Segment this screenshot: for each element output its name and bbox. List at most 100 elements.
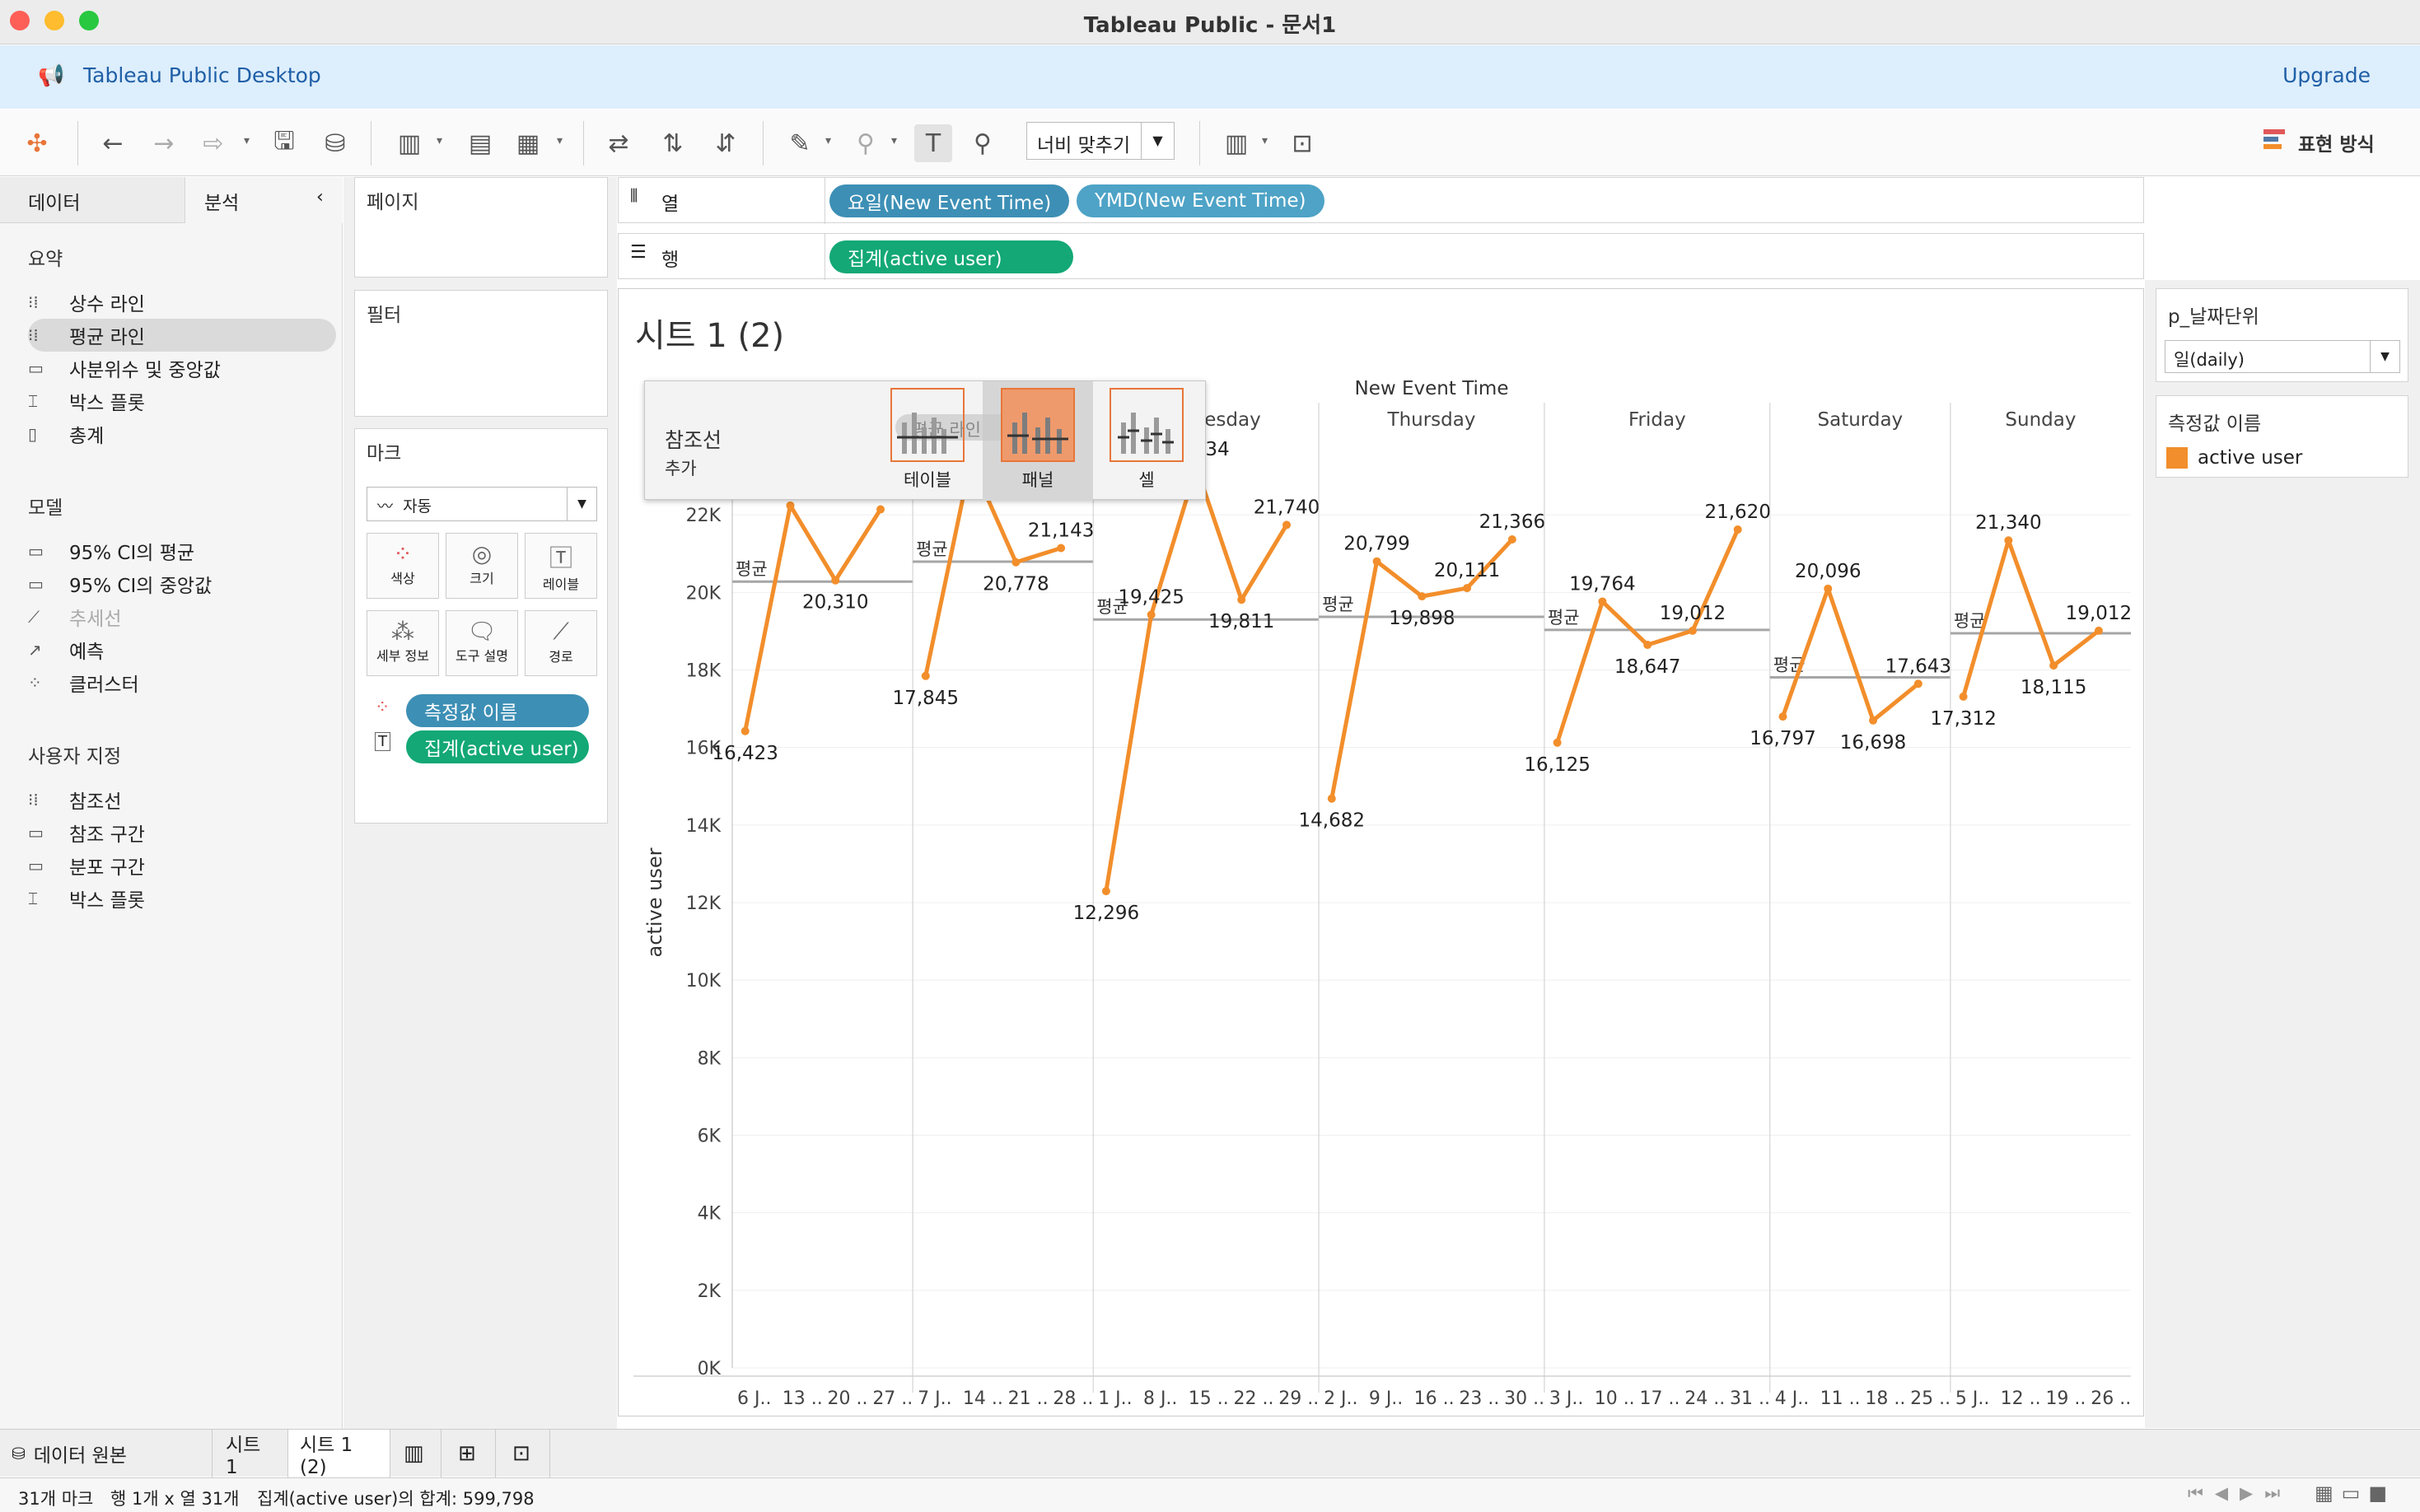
swap-rows-columns-icon[interactable]: ⇄ xyxy=(608,128,629,158)
series-line-wednesday xyxy=(1104,464,1289,892)
summary-item-average-line[interactable]: ⁝⁞ 평균 라인 xyxy=(28,319,336,352)
new-worksheet-icon[interactable]: ▥ xyxy=(392,1430,441,1477)
marks-card: 마크 〰 자동 ▼ ⁘ 색상 ◎ 크기 🅃 레이블 ⁂ 세부 정보 🗨 도구 설명 ⟋ 경로… xyxy=(354,428,608,824)
model-item-cluster[interactable]: ⁘ 클러스터 xyxy=(28,673,139,696)
table-scope-option[interactable] xyxy=(890,388,965,462)
mark-type-select[interactable]: 〰 자동 ▼ xyxy=(367,487,597,521)
average-label: 평균 xyxy=(1096,597,1128,617)
data-point xyxy=(1869,716,1878,725)
detail-button[interactable]: ⁂ 세부 정보 xyxy=(367,610,439,676)
x-tick-label: 27 .. xyxy=(872,1388,913,1409)
x-tick-label: 10 .. xyxy=(1595,1388,1635,1409)
pane-scope-option[interactable] xyxy=(1001,388,1075,462)
summary-item-box-plot[interactable]: ⌶ 박스 플롯 xyxy=(28,391,145,414)
show-cards-icon[interactable]: ▥ xyxy=(1224,128,1249,158)
data-point xyxy=(1598,597,1607,606)
rows-label: 행 xyxy=(661,250,680,271)
analytics-pane: 데이터 분석 ‹ 요약 ⁝⁞ 상수 라인 ⁝⁞ 평균 라인 ▭ 사분위수 및 중앙값 … xyxy=(0,177,343,1429)
color-button[interactable]: ⁘ 색상 xyxy=(367,533,439,599)
save-icon[interactable]: 🖫 xyxy=(273,126,295,156)
data-point xyxy=(1057,544,1066,553)
columns-shelf[interactable]: ⫴ 열 요일(New Event Time) YMD(New Event Tim… xyxy=(618,177,2144,224)
custom-item-box-plot[interactable]: ⌶ 박스 플롯 xyxy=(28,889,145,912)
show-me-button[interactable]: 표현 방식 xyxy=(2298,134,2375,156)
series-line-friday xyxy=(1555,529,1740,744)
custom-item-reference-line[interactable]: ⁝⁞ 참조선 xyxy=(28,790,122,813)
weekday-pill[interactable]: 요일(New Event Time) xyxy=(829,184,1070,217)
show-labels-icon[interactable]: T xyxy=(914,124,952,162)
fit-select-value: 너비 맞추기 xyxy=(1037,135,1131,156)
model-item-forecast[interactable]: ↗ 예측 xyxy=(28,640,105,663)
model-item-trend-line: ⟋ 추세선 xyxy=(28,607,122,630)
highlight-icon[interactable]: ✎ xyxy=(789,128,811,158)
ymd-pill[interactable]: YMD(New Event Time) xyxy=(1077,184,1324,217)
size-button[interactable]: ◎ 크기 xyxy=(446,533,518,599)
y-tick-label: 4K xyxy=(698,1204,722,1225)
tab-sheet1[interactable]: 시트 1 xyxy=(214,1430,288,1478)
clear-sheet-icon[interactable]: ▦ xyxy=(516,128,540,158)
view-mode-icons[interactable]: ▦▭■ xyxy=(2315,1482,2396,1505)
active-user-row-pill[interactable]: 집계(active user) xyxy=(829,240,1073,273)
cell-scope-option[interactable] xyxy=(1110,388,1184,462)
new-dashboard-icon[interactable]: ⊞ xyxy=(446,1430,496,1477)
rows-shelf[interactable]: ☰ 행 집계(active user) xyxy=(618,233,2144,280)
tab-datasource[interactable]: ⛁ 데이터 원본 xyxy=(0,1430,213,1477)
summary-item-totals[interactable]: ▯ 총계 xyxy=(28,424,105,447)
measure-names-pill[interactable]: 측정값 이름 xyxy=(406,694,589,727)
collapse-pane-icon[interactable]: ‹ xyxy=(316,187,324,208)
refline-popup-subtitle: 추가 xyxy=(665,459,697,478)
parameter-select[interactable]: 일(daily) ▼ xyxy=(2165,340,2400,373)
data-label: 18,115 xyxy=(2021,677,2086,698)
tab-data[interactable]: 데이터 xyxy=(28,193,81,214)
new-story-icon[interactable]: ⊡ xyxy=(501,1430,550,1477)
legend-item-label[interactable]: active user xyxy=(2198,447,2303,469)
tab-analysis[interactable]: 분석 xyxy=(204,193,240,214)
sort-descending-icon[interactable]: ⇵ xyxy=(715,128,736,158)
parameter-card: p_날짜단위 일(daily) ▼ xyxy=(2156,288,2408,382)
data-point xyxy=(786,501,795,510)
custom-item-distribution-band[interactable]: ▭ 분포 구간 xyxy=(28,856,145,879)
x-tick-label: 15 .. xyxy=(1189,1388,1229,1409)
parameter-value: 일(daily) xyxy=(2174,350,2245,370)
data-point xyxy=(1101,887,1110,896)
duplicate-sheet-icon[interactable]: ▤ xyxy=(468,128,493,158)
label-button[interactable]: 🅃 레이블 xyxy=(525,533,597,599)
tableau-logo-icon[interactable]: ✣ xyxy=(26,128,48,158)
column-header-title: New Event Time xyxy=(1355,378,1509,399)
average-label: 평균 xyxy=(1548,608,1580,628)
band-icon: ▭ xyxy=(28,856,44,875)
x-tick-label: 26 .. xyxy=(2091,1388,2131,1409)
tab-sheet1-2[interactable]: 시트 1 (2) xyxy=(288,1430,390,1478)
path-button[interactable]: ⟋ 경로 xyxy=(525,610,597,676)
legend-swatch[interactable] xyxy=(2166,447,2188,469)
pages-shelf[interactable]: 페이지 xyxy=(354,177,608,278)
size-icon: ◎ xyxy=(471,540,493,567)
minimize-window-button[interactable] xyxy=(44,11,64,30)
upgrade-link[interactable]: Upgrade xyxy=(2282,63,2371,87)
sort-ascending-icon[interactable]: ⇅ xyxy=(662,128,684,158)
summary-item-constant-line[interactable]: ⁝⁞ 상수 라인 xyxy=(28,292,145,315)
model-item-median-ci[interactable]: ▭ 95% CI의 중앙값 xyxy=(28,574,213,597)
presentation-mode-icon[interactable]: ⊡ xyxy=(1292,128,1313,158)
table-scope-label: 테이블 xyxy=(904,470,951,490)
y-tick-label: 12K xyxy=(686,894,722,914)
undo-icon[interactable]: ← xyxy=(102,128,124,158)
zoom-window-button[interactable] xyxy=(79,11,99,30)
filters-shelf[interactable]: 필터 xyxy=(354,290,608,417)
summary-item-quartiles[interactable]: ▭ 사분위수 및 중앙값 xyxy=(28,358,221,381)
custom-item-reference-band[interactable]: ▭ 참조 구간 xyxy=(28,823,145,846)
label-icon: T xyxy=(375,732,390,751)
y-tick-label: 10K xyxy=(686,971,722,992)
pin-axes-icon[interactable]: ⚲ xyxy=(974,128,992,158)
active-user-label-pill[interactable]: 집계(active user) xyxy=(406,730,589,763)
new-datasource-icon[interactable]: ⛁ xyxy=(325,128,346,158)
close-window-button[interactable] xyxy=(10,11,30,30)
new-worksheet-icon[interactable]: ▥ xyxy=(397,128,422,158)
model-item-mean-ci[interactable]: ▭ 95% CI의 평균 xyxy=(28,541,195,564)
sheet-nav-icons[interactable]: ⏮◀▶⏭ xyxy=(2188,1483,2292,1503)
x-tick-label: 24 .. xyxy=(1684,1388,1725,1409)
tooltip-button[interactable]: 🗨 도구 설명 xyxy=(446,610,518,676)
rows-icon: ☰ xyxy=(630,242,647,263)
fit-select[interactable]: 너비 맞추기 ▼ xyxy=(1026,122,1175,160)
